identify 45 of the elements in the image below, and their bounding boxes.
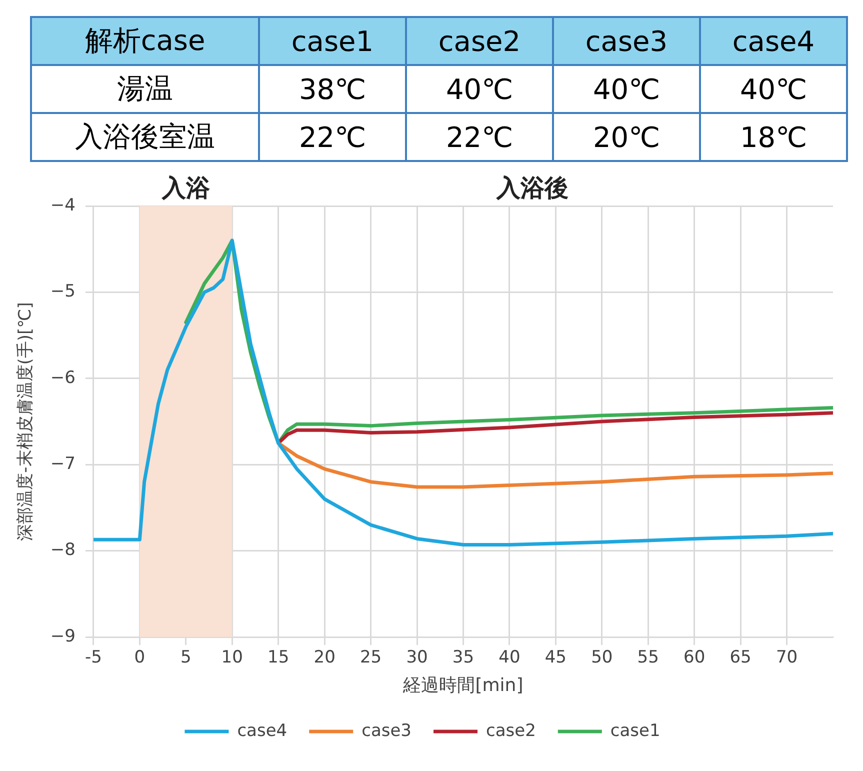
text: 22℃ [446, 120, 514, 154]
category-label: case3 [553, 17, 700, 65]
x-tick-label: 5 [180, 648, 192, 668]
x-tick-label: 20 [314, 648, 336, 668]
y-tick-label: −7 [50, 454, 76, 474]
text: 20℃ [592, 120, 660, 154]
category-label: 湯温 [117, 72, 173, 105]
y-axis-title: 深部温度-末梢皮膚温度(手)[℃] [16, 302, 36, 541]
y-tick-label: −5 [50, 282, 76, 302]
x-tick-label: 55 [637, 648, 659, 668]
text: 22℃ [298, 120, 366, 154]
text: 40℃ [446, 72, 514, 106]
x-tick-label: 65 [730, 648, 752, 668]
text: 入浴後 [496, 174, 569, 202]
x-tick-label: 15 [268, 648, 290, 668]
x-tick-label: 25 [360, 648, 382, 668]
x-tick-label: -5 [84, 648, 102, 668]
x-tick-label: 35 [452, 648, 474, 668]
y-tick-label: −6 [50, 368, 76, 388]
y-tick-label: −9 [50, 626, 76, 646]
x-axis-title: 経過時間[min] [402, 674, 524, 696]
text: 18℃ [740, 120, 808, 154]
x-tick-label: 40 [498, 648, 520, 668]
legend-label: case1 [610, 720, 660, 741]
x-tick-label: 45 [544, 648, 566, 668]
category-label: case4 [700, 17, 847, 65]
y-tick-label: −4 [50, 195, 76, 216]
text: 40℃ [740, 72, 808, 106]
x-tick-label: 0 [134, 648, 146, 668]
legend-label: case2 [486, 720, 536, 741]
band-label: 入浴 [160, 174, 211, 202]
y-tick-label: −8 [50, 540, 76, 560]
x-tick-label: 10 [221, 648, 243, 668]
x-tick-label: 70 [776, 648, 798, 668]
category-label: 入浴後室温 [75, 120, 215, 153]
legend-label: case3 [362, 720, 412, 741]
legend-label: case4 [237, 720, 288, 741]
text: 解析case [31, 17, 259, 65]
category-label: case1 [259, 17, 406, 65]
category-label: case2 [406, 17, 553, 65]
x-tick-label: 60 [684, 648, 706, 668]
x-tick-label: 30 [406, 648, 428, 668]
text: 40℃ [592, 72, 660, 106]
x-tick-label: 50 [591, 648, 613, 668]
text: 38℃ [298, 72, 366, 106]
